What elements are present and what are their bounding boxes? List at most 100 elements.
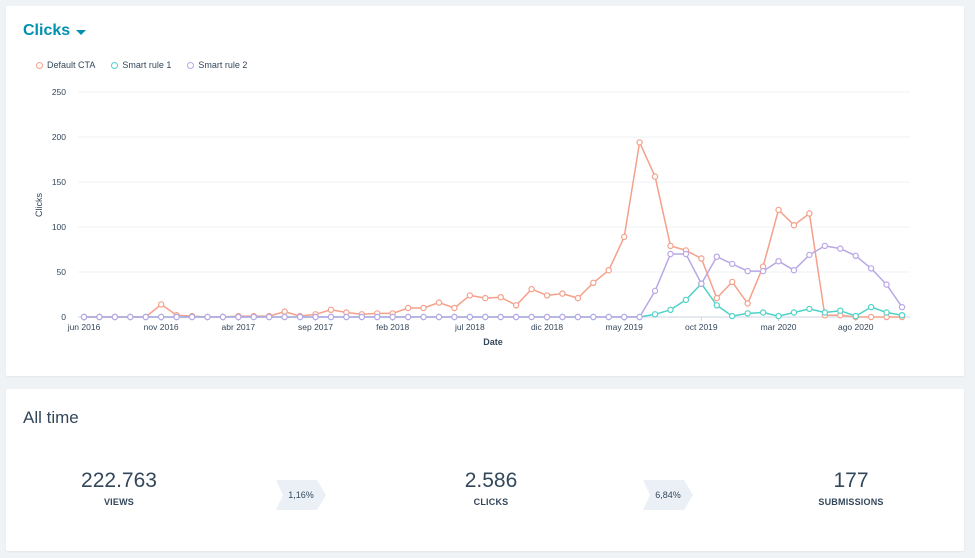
data-point[interactable] xyxy=(620,313,628,321)
data-point[interactable] xyxy=(759,267,767,275)
data-point[interactable] xyxy=(806,210,813,217)
data-point[interactable] xyxy=(620,233,628,241)
data-point[interactable] xyxy=(759,309,767,316)
data-point[interactable] xyxy=(775,257,782,265)
data-point[interactable] xyxy=(713,253,720,260)
data-point[interactable] xyxy=(636,139,643,146)
data-point[interactable] xyxy=(867,313,875,321)
data-point[interactable] xyxy=(528,285,535,293)
data-point[interactable] xyxy=(327,313,335,321)
data-point[interactable] xyxy=(729,312,736,320)
data-point[interactable] xyxy=(482,294,489,302)
data-point[interactable] xyxy=(790,221,798,229)
data-point[interactable] xyxy=(852,312,859,320)
data-point[interactable] xyxy=(96,313,103,321)
data-point[interactable] xyxy=(327,306,335,313)
legend-item-smart-rule-2[interactable]: Smart rule 2 xyxy=(187,60,247,70)
data-point[interactable] xyxy=(358,313,366,321)
data-point[interactable] xyxy=(667,250,674,258)
data-point[interactable] xyxy=(512,313,520,321)
data-point[interactable] xyxy=(651,173,659,180)
data-point[interactable] xyxy=(790,267,798,274)
data-point[interactable] xyxy=(389,313,396,321)
data-point[interactable] xyxy=(837,245,844,252)
data-point[interactable] xyxy=(775,312,782,320)
data-point[interactable] xyxy=(250,313,257,321)
data-point[interactable] xyxy=(698,255,705,262)
data-point[interactable] xyxy=(775,206,782,214)
data-point[interactable] xyxy=(404,313,412,321)
data-point[interactable] xyxy=(667,306,674,313)
data-point[interactable] xyxy=(883,309,890,316)
legend-item-default-cta[interactable]: Default CTA xyxy=(36,60,95,70)
data-point[interactable] xyxy=(127,313,134,321)
data-point[interactable] xyxy=(867,265,875,272)
data-point[interactable] xyxy=(559,290,566,297)
data-point[interactable] xyxy=(266,313,273,321)
data-point[interactable] xyxy=(281,313,288,321)
data-point[interactable] xyxy=(744,267,751,275)
data-point[interactable] xyxy=(806,305,813,313)
data-point[interactable] xyxy=(667,242,674,250)
data-point[interactable] xyxy=(374,313,381,321)
data-point[interactable] xyxy=(312,313,319,321)
data-point[interactable] xyxy=(420,313,427,321)
data-point[interactable] xyxy=(559,313,566,321)
data-point[interactable] xyxy=(713,294,720,302)
data-point[interactable] xyxy=(574,313,582,321)
data-point[interactable] xyxy=(482,313,489,321)
data-point[interactable] xyxy=(605,313,612,321)
data-point[interactable] xyxy=(80,313,88,321)
data-point[interactable] xyxy=(744,300,751,307)
data-point[interactable] xyxy=(806,251,813,259)
data-point[interactable] xyxy=(744,310,751,317)
data-point[interactable] xyxy=(404,304,412,312)
data-point[interactable] xyxy=(821,242,829,250)
data-point[interactable] xyxy=(528,313,535,321)
data-point[interactable] xyxy=(590,313,597,321)
data-point[interactable] xyxy=(636,313,643,321)
data-point[interactable] xyxy=(729,278,736,286)
data-point[interactable] xyxy=(157,301,165,308)
data-point[interactable] xyxy=(713,302,720,309)
data-point[interactable] xyxy=(451,304,458,312)
data-point[interactable] xyxy=(698,280,705,287)
data-point[interactable] xyxy=(497,313,504,321)
data-point[interactable] xyxy=(682,296,690,304)
data-point[interactable] xyxy=(898,312,906,319)
data-point[interactable] xyxy=(466,313,474,321)
data-point[interactable] xyxy=(420,304,427,312)
data-point[interactable] xyxy=(435,313,443,321)
data-point[interactable] xyxy=(435,299,443,306)
data-point[interactable] xyxy=(821,309,829,316)
data-point[interactable] xyxy=(142,313,149,321)
data-point[interactable] xyxy=(837,307,844,314)
data-point[interactable] xyxy=(173,313,180,321)
chart-metric-dropdown[interactable]: Clicks xyxy=(23,22,87,40)
data-point[interactable] xyxy=(343,313,350,321)
data-point[interactable] xyxy=(281,308,288,315)
data-point[interactable] xyxy=(204,313,211,321)
data-point[interactable] xyxy=(574,294,582,302)
data-point[interactable] xyxy=(543,292,551,299)
data-point[interactable] xyxy=(651,287,659,295)
data-point[interactable] xyxy=(867,303,875,311)
data-point[interactable] xyxy=(729,260,736,268)
data-point[interactable] xyxy=(466,292,474,299)
data-point[interactable] xyxy=(790,309,798,316)
data-point[interactable] xyxy=(898,303,906,311)
data-point[interactable] xyxy=(219,313,227,321)
data-point[interactable] xyxy=(512,302,520,309)
data-point[interactable] xyxy=(188,313,196,321)
data-point[interactable] xyxy=(111,313,119,321)
data-point[interactable] xyxy=(157,313,165,321)
legend-item-smart-rule-1[interactable]: Smart rule 1 xyxy=(111,60,171,70)
data-point[interactable] xyxy=(682,250,690,258)
data-point[interactable] xyxy=(883,281,890,288)
data-point[interactable] xyxy=(451,313,458,321)
data-point[interactable] xyxy=(296,313,304,321)
data-point[interactable] xyxy=(497,294,504,301)
data-point[interactable] xyxy=(235,313,242,321)
data-point[interactable] xyxy=(543,313,551,321)
data-point[interactable] xyxy=(852,252,859,259)
